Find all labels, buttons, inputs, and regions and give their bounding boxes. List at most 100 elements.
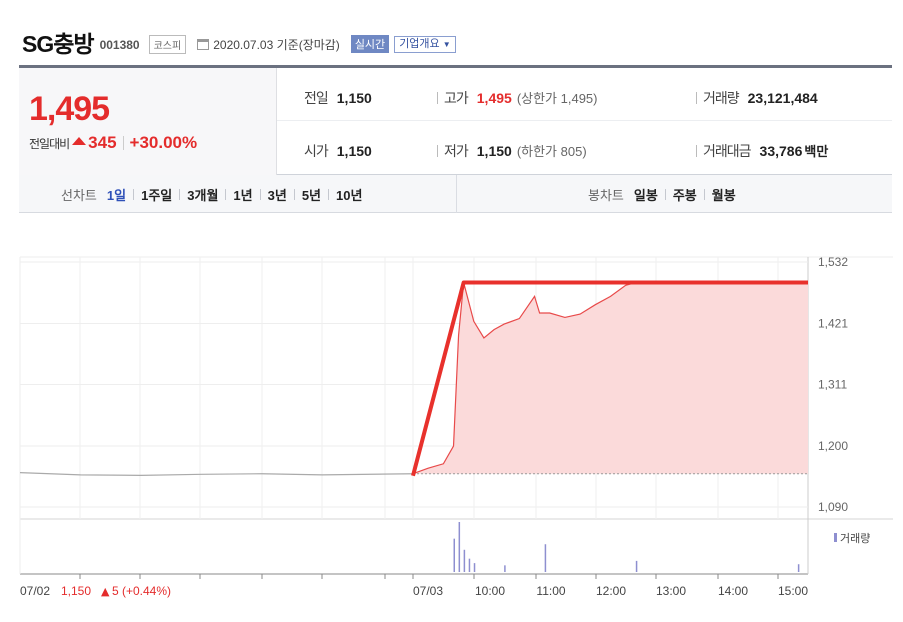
diff-percent: +30.00% bbox=[129, 133, 198, 152]
amount-label: 거래대금 bbox=[703, 143, 752, 159]
volume-bar bbox=[504, 565, 506, 572]
volume-legend-swatch bbox=[834, 533, 837, 542]
prev-close-label: 전일 bbox=[304, 90, 329, 106]
x-tick-label: 11:00 bbox=[536, 584, 565, 598]
prev-day-close: 1,150 bbox=[61, 584, 91, 598]
open-label: 시가 bbox=[304, 143, 329, 159]
low-value: 1,150 bbox=[476, 143, 512, 159]
candle-tab-group: 봉차트 일봉 주봉 월봉 bbox=[588, 175, 736, 213]
open-price: 시가 1,150 bbox=[304, 141, 372, 161]
divider bbox=[122, 136, 124, 150]
realtime-button[interactable]: 실시간 bbox=[350, 35, 390, 53]
stock-code: 001380 bbox=[99, 38, 140, 52]
high-label: 고가 bbox=[444, 90, 469, 106]
current-price-box: 1,495 전일대비 345 +30.00% bbox=[19, 68, 277, 175]
as-of-date: 2020.07.03 기준(장마감) bbox=[213, 37, 340, 52]
x-tick-label: 14:00 bbox=[718, 584, 748, 598]
y-axis-labels: 1,532 1,421 1,311 1,200 1,090 bbox=[818, 255, 848, 514]
current-price: 1,495 bbox=[29, 90, 110, 128]
x-tick-label: 10:00 bbox=[475, 584, 505, 598]
y-tick-label: 1,421 bbox=[818, 317, 848, 331]
x-axis-labels: 07/03 10:00 11:00 12:00 13:00 14:00 15:00 07/02… bbox=[20, 584, 808, 598]
divider bbox=[696, 145, 697, 157]
divider bbox=[133, 188, 135, 200]
volume-bar bbox=[635, 560, 638, 572]
upper-limit: (상한가 1,495) bbox=[516, 91, 598, 106]
diff-label: 전일대비 bbox=[29, 136, 70, 151]
diff-value: 345 bbox=[88, 133, 117, 152]
divider bbox=[179, 188, 181, 200]
divider bbox=[696, 92, 697, 104]
company-overview-label: 기업개요 bbox=[399, 37, 440, 50]
volume-bar bbox=[453, 538, 456, 572]
volume-bar bbox=[797, 564, 800, 572]
quote-panel: 1,495 전일대비 345 +30.00% 전일 1,150 고가 1,495… bbox=[19, 65, 892, 175]
x-tick-label: 12:00 bbox=[596, 584, 626, 598]
annotation-line bbox=[411, 280, 808, 477]
volume: 거래량 23,121,484 bbox=[703, 88, 818, 108]
tab-3year[interactable]: 3년 bbox=[267, 187, 287, 203]
divider bbox=[437, 145, 438, 157]
tab-3month[interactable]: 3개월 bbox=[187, 187, 219, 203]
company-overview-dropdown[interactable]: 기업개요 ▼ bbox=[394, 35, 456, 53]
tab-5year[interactable]: 5년 bbox=[301, 187, 322, 203]
volume-value: 23,121,484 bbox=[747, 90, 818, 106]
tab-1day[interactable]: 1일 bbox=[106, 187, 127, 203]
x-tick-label: 13:00 bbox=[656, 584, 686, 598]
volume-bar bbox=[458, 522, 461, 572]
prev-close: 전일 1,150 bbox=[304, 88, 372, 108]
line-chart-label: 선차트 bbox=[61, 187, 97, 203]
divider bbox=[293, 188, 295, 200]
divider bbox=[225, 188, 227, 200]
volume-bar bbox=[473, 563, 476, 572]
amount-value: 33,786 bbox=[759, 143, 803, 159]
stock-header: SG충방 001380 코스피 2020.07.03 기준(장마감) 실시간 기… bbox=[22, 28, 456, 57]
x-tick-label: 07/03 bbox=[413, 584, 443, 598]
amount-unit: 백만 bbox=[804, 144, 829, 159]
y-tick-label: 1,090 bbox=[818, 500, 848, 514]
divider bbox=[664, 188, 666, 200]
volume-bar bbox=[463, 549, 466, 572]
trade-amount: 거래대금 33,786 백만 bbox=[703, 141, 828, 161]
high-price: 고가 1,495 (상한가 1,495) bbox=[444, 88, 598, 108]
volume-bar bbox=[468, 558, 471, 572]
x-tick-label: 15:00 bbox=[778, 584, 808, 598]
divider bbox=[328, 188, 330, 200]
stock-name[interactable]: SG충방 bbox=[22, 31, 95, 57]
y-tick-label: 1,311 bbox=[818, 378, 847, 392]
tab-weekly-candle[interactable]: 주봉 bbox=[672, 187, 697, 203]
prev-close-value: 1,150 bbox=[336, 90, 372, 106]
prev-day-change: 5 bbox=[112, 584, 119, 598]
volume-bar bbox=[544, 544, 547, 572]
tab-1week[interactable]: 1주일 bbox=[141, 187, 173, 203]
volume-legend-label: 거래량 bbox=[840, 532, 870, 545]
prev-day-pct: (+0.44%) bbox=[122, 584, 171, 598]
market-badge: 코스피 bbox=[148, 34, 187, 54]
period-tab-group: 선차트 1일 1주일 3개월 1년 3년 5년 10년 bbox=[61, 175, 362, 213]
y-tick-label: 1,532 bbox=[818, 255, 848, 269]
price-series bbox=[19, 281, 808, 477]
row-divider bbox=[277, 120, 892, 121]
intraday-price-chart[interactable]: 거래량 1,532 1,421 1,311 1,200 1,090 07/03 10:00… bbox=[0, 215, 903, 622]
tab-monthly-candle[interactable]: 월봉 bbox=[711, 187, 736, 203]
prev-day-line bbox=[19, 472, 414, 477]
price-area-fill bbox=[413, 282, 808, 474]
high-value: 1,495 bbox=[476, 90, 512, 106]
candle-chart-label: 봉차트 bbox=[588, 187, 624, 203]
tab-10year[interactable]: 10년 bbox=[336, 187, 363, 203]
divider bbox=[259, 188, 261, 200]
calendar-icon bbox=[197, 39, 210, 50]
volume-series: 거래량 bbox=[453, 522, 870, 572]
prev-day-date: 07/02 bbox=[20, 584, 50, 598]
open-value: 1,150 bbox=[336, 143, 372, 159]
tab-1year[interactable]: 1년 bbox=[233, 187, 253, 203]
low-label: 저가 bbox=[444, 143, 469, 159]
tab-daily-candle[interactable]: 일봉 bbox=[633, 187, 658, 203]
price-change: 전일대비 345 +30.00% bbox=[29, 133, 197, 153]
up-triangle-icon: ▲ bbox=[101, 585, 110, 598]
low-price: 저가 1,150 (하한가 805) bbox=[444, 141, 587, 161]
tab-divider bbox=[456, 175, 457, 213]
divider bbox=[703, 188, 705, 200]
lower-limit: (하한가 805) bbox=[516, 144, 587, 159]
volume-label: 거래량 bbox=[703, 90, 740, 106]
